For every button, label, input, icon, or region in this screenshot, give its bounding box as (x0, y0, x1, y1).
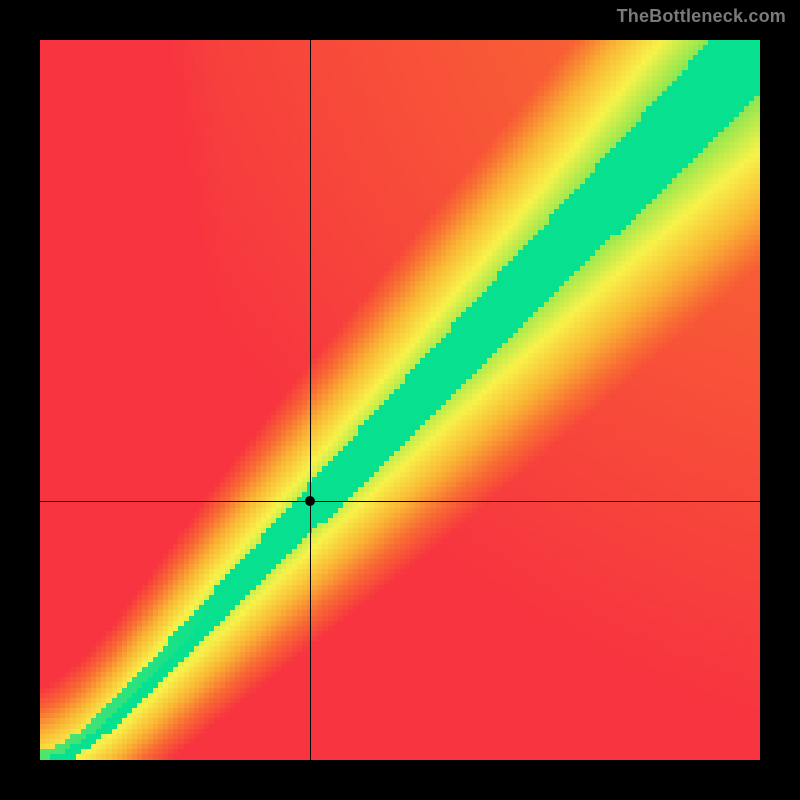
plot-area (40, 40, 760, 760)
heatmap-canvas (40, 40, 760, 760)
crosshair-vertical (310, 40, 311, 760)
watermark-text: TheBottleneck.com (617, 6, 786, 27)
chart-container: TheBottleneck.com (0, 0, 800, 800)
crosshair-horizontal (40, 501, 760, 502)
data-point (305, 496, 315, 506)
